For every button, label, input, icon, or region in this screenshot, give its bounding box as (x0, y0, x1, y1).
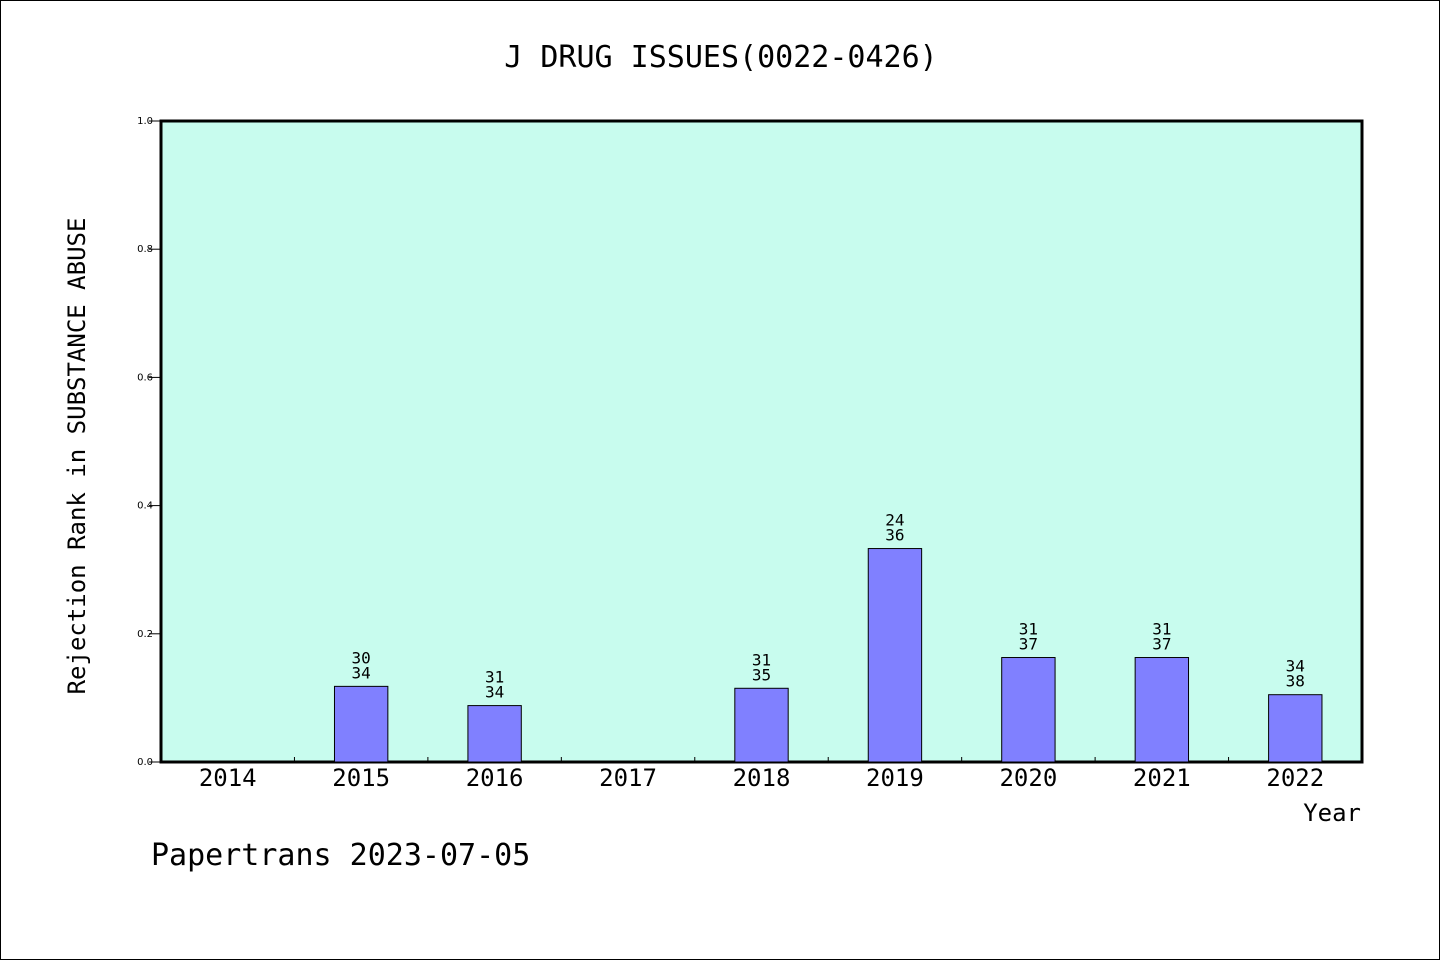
bar-label-top: 31 (485, 668, 504, 687)
x-tick-label: 2018 (733, 764, 791, 792)
x-tick-label: 2020 (999, 764, 1057, 792)
y-axis: 0.0 0.2 0.4 0.6 0.8 1.0 (137, 116, 161, 768)
bar (333, 685, 389, 763)
bar-label-top: 31 (1152, 620, 1171, 639)
x-tick-label: 2019 (866, 764, 924, 792)
bar-label-bottom: 36 (885, 526, 904, 545)
x-tick-label: 2014 (199, 764, 257, 792)
bar-label-bottom: 37 (1019, 635, 1038, 654)
chart-title: J DRUG ISSUES(0022-0426) (504, 40, 937, 75)
bar-label-bottom: 34 (352, 663, 371, 682)
x-tick-label: 2016 (466, 764, 524, 792)
bar-label-top: 30 (352, 648, 371, 667)
bar-label-top: 31 (1019, 620, 1038, 639)
y-tick-label: 0.6 (137, 372, 153, 383)
y-axis-label: Rejection Rank in SUBSTANCE ABUSE (63, 218, 91, 695)
plot-area (159, 119, 1364, 764)
bar-label-bottom: 37 (1152, 635, 1171, 654)
y-tick-label: 0.0 (137, 757, 153, 768)
bar (1001, 657, 1056, 763)
bar (867, 548, 923, 763)
footer-text: Papertrans 2023-07-05 (151, 838, 530, 873)
y-tick-label: 0.2 (137, 629, 153, 640)
bar-label-bottom: 35 (752, 665, 771, 684)
bar (1268, 694, 1323, 763)
bar (1134, 657, 1190, 763)
y-tick-label: 1.0 (137, 116, 153, 127)
x-tick-label: 2015 (332, 764, 390, 792)
bar (734, 687, 789, 763)
bar (467, 705, 522, 763)
y-tick-label: 0.8 (137, 244, 153, 255)
bar-label-bottom: 38 (1286, 672, 1305, 691)
x-tick-label: 2022 (1266, 764, 1324, 792)
x-tick-label: 2017 (599, 764, 657, 792)
x-axis: 2014 2015 2016 2017 2018 2019 2020 2021 2022 (199, 757, 1324, 792)
bar-label-top: 24 (885, 511, 904, 530)
bar-label-bottom: 34 (485, 683, 504, 702)
y-tick-label: 0.4 (137, 501, 153, 512)
x-axis-label: Year (1303, 799, 1361, 827)
bar-label-top: 31 (752, 650, 771, 669)
bar-label-top: 34 (1286, 657, 1305, 676)
x-tick-label: 2021 (1133, 764, 1191, 792)
